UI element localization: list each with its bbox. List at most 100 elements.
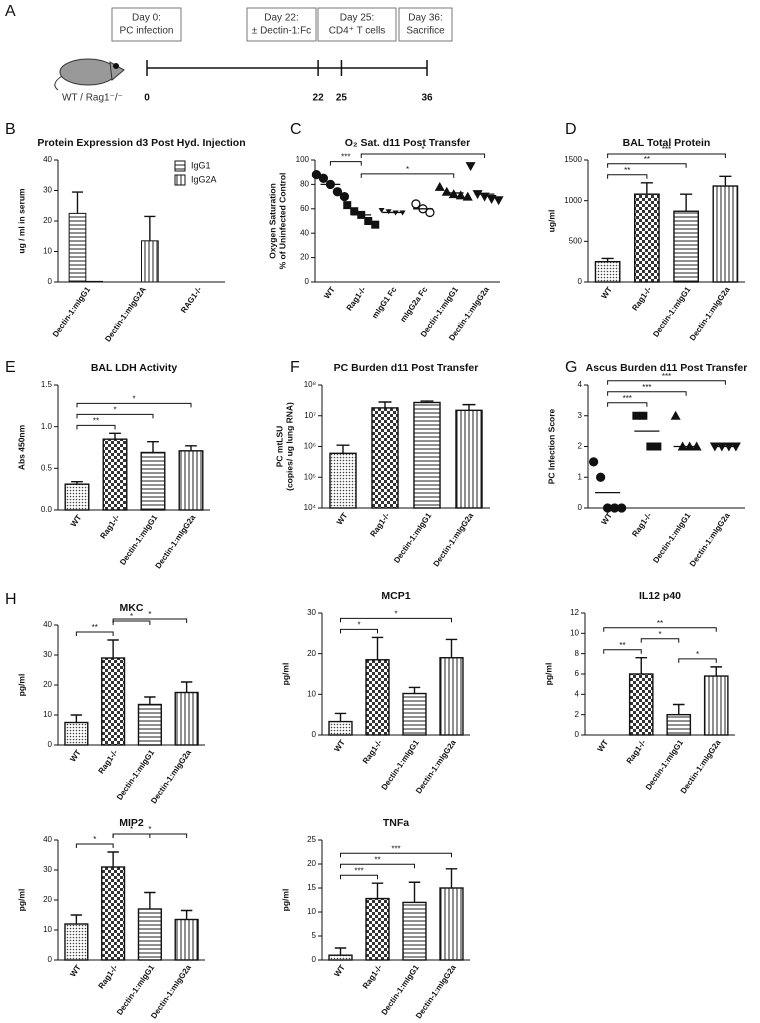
x-tick-label: Rag1-/- [97,748,120,776]
x-tick-label: RAG1-/- [179,285,204,315]
bar [174,918,199,961]
x-tick-label: Dectin-1:mIgG2a [149,963,193,1021]
data-point [425,207,435,218]
x-tick-label: Dectin-1:mIgG2a [688,285,732,343]
chart-title: IL12 p40 [639,590,681,602]
significance-label: * [130,825,133,834]
x-tick-label: Rag1-/- [361,963,384,991]
y-tick-label: 15 [307,883,316,892]
error-bar [601,257,614,262]
x-tick-label: Dectin-1:mIgG1 [651,511,693,565]
significance-bracket [640,638,680,643]
y-axis-label: pg/ml [280,663,290,686]
data-point [441,186,452,196]
x-tick-label: Dectin-1:mIgG1 [115,748,157,802]
y-tick-label: 1.0 [41,422,53,431]
chart-title: Ascus Burden d11 Post Transfer [586,362,748,374]
significance-bracket [607,163,687,168]
y-axis-label: Oxygen Saturation [267,183,277,259]
chart-title: BAL LDH Activity [91,362,178,374]
y-tick-label: 20 [43,216,52,225]
y-tick-label: 0 [48,277,53,286]
data-point [364,217,373,225]
significance-label: * [148,825,151,834]
x-tick-label: WT [69,513,84,528]
y-tick-label: 0 [312,730,317,739]
panel-letter: A [5,3,16,20]
event-label: Day 36: [408,13,442,24]
data-point [595,472,606,482]
y-tick-label: 10 [43,710,52,719]
significance-label: * [93,835,96,844]
error-bar [378,401,392,408]
bar [64,923,89,961]
y-tick-label: 40 [43,835,52,844]
timeline-tick-label: 36 [421,93,433,104]
x-tick-label: WT [68,963,83,978]
significance-bracket [112,833,151,838]
timeline-tick-label: 0 [144,93,150,104]
data-point [646,442,655,451]
y-tick-label: 0 [312,955,317,964]
y-tick-label: 60 [300,204,309,213]
chart-title: O₂ Sat. d11 Post Transfer [345,137,470,149]
error-bar [71,191,84,214]
y-tick-label: 10⁵ [304,472,316,481]
bar [140,451,166,511]
x-tick-label: Rag1-/- [345,285,368,313]
error-bar [70,914,83,924]
panel-letter: C [290,121,302,138]
significance-bracket [340,617,452,623]
bar [703,675,729,736]
x-tick-label: Dectin-1:mIgG2a [149,748,193,806]
chart-title: TNFa [383,817,409,829]
data-point [339,191,350,202]
x-tick-label: Dectin-1:mIgG1 [115,963,157,1017]
x-tick-label: WT [599,285,614,300]
significance-label: *** [391,844,400,853]
error-bar [71,480,83,485]
significance-label: ** [619,641,625,650]
error-bar [445,868,458,888]
significance-label: *** [662,372,671,381]
error-bar [185,445,197,451]
significance-bracket [607,174,648,179]
error-bar [147,440,159,453]
significance-label: * [130,612,133,621]
significance-label: *** [354,866,363,875]
x-tick-label: Dectin-1:mIgG1 [392,511,434,565]
y-tick-label: 20 [307,649,316,658]
panel-letter: D [565,121,577,138]
y-tick-label: 0 [575,730,580,739]
significance-label: * [658,630,661,639]
x-tick-label: WT [335,511,350,526]
y-tick-label: 0 [48,955,53,964]
x-tick-label: WT [599,511,614,526]
data-point [378,208,385,214]
y-tick-label: 0.5 [41,463,53,472]
x-tick-label: Dectin-1:mIgG1 [51,285,93,339]
data-point [465,162,476,172]
error-bar [180,681,193,693]
error-bar [640,182,653,195]
y-tick-label: 10 [570,628,579,637]
x-tick-label: Dectin-1:mIgG2a [154,513,198,571]
y-tick-label: 4 [578,380,583,389]
significance-label: ** [374,855,380,864]
event-box [246,7,317,42]
y-tick-label: 12 [570,608,579,617]
panel-letter: G [565,359,577,376]
bar [439,887,464,961]
y-tick-label: 5 [312,931,317,940]
significance-label: * [113,405,116,414]
data-point [332,187,343,197]
y-axis-label: % of Uninfected Control [277,173,287,270]
timeline-tick-label: 22 [313,93,325,104]
bar [666,713,692,736]
chart-title: PC Burden d11 Post Transfer [334,362,479,374]
chart-title: MKC [120,602,144,614]
timeline-caption: WT / Rag1⁻/⁻ [62,93,123,104]
y-tick-label: 30 [307,608,316,617]
data-point [385,209,392,215]
y-tick-label: 40 [43,620,52,629]
